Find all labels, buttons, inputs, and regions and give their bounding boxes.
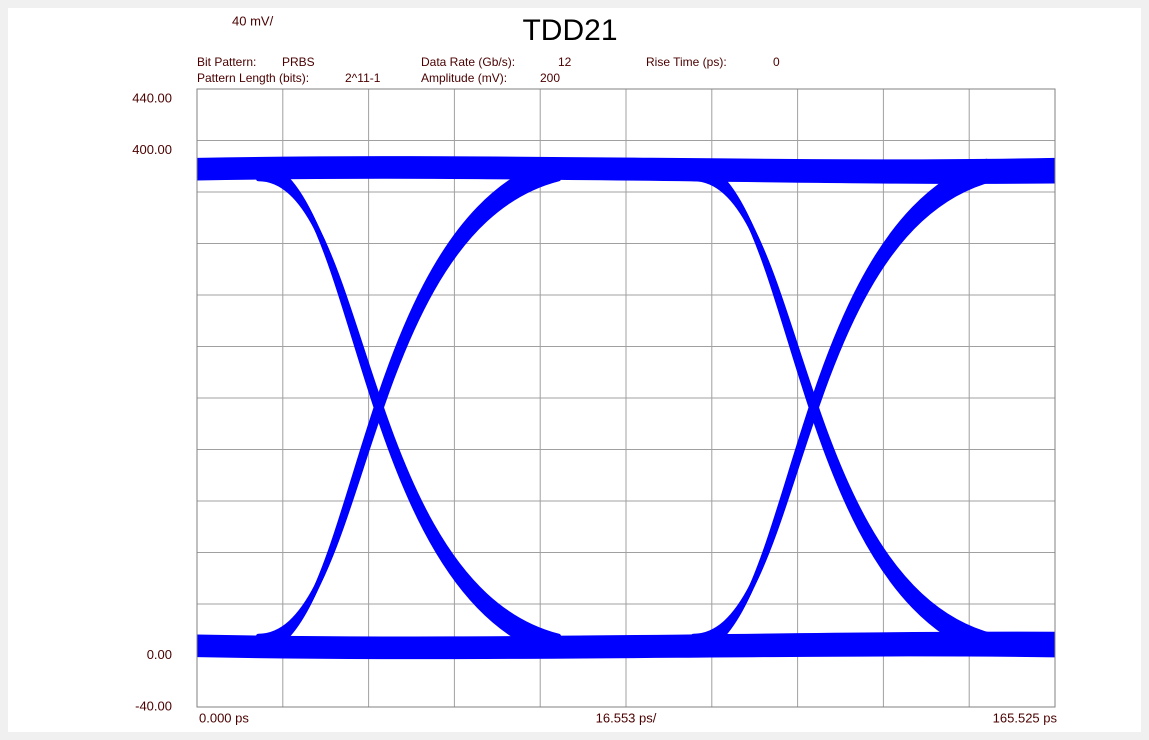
trace <box>691 176 997 639</box>
y-tick-label: 400.00 <box>132 142 172 157</box>
eye-traces <box>197 156 1055 660</box>
info-label: Data Rate (Gb/s): <box>421 55 515 69</box>
x-scale-label: 16.553 ps/ <box>596 710 657 725</box>
info-value: PRBS <box>282 55 315 69</box>
info-value: 2^11-1 <box>345 71 381 85</box>
info-value: 12 <box>558 55 572 69</box>
info-label: Rise Time (ps): <box>646 55 727 69</box>
y-tick-label: 440.00 <box>132 90 172 105</box>
info-label: Amplitude (mV): <box>421 71 507 85</box>
trace <box>197 173 1055 184</box>
plot-frame <box>196 88 1056 708</box>
y-scale-label: 40 mV/ <box>232 13 274 28</box>
trace <box>256 176 562 639</box>
x-tick-label: 165.525 ps <box>993 710 1058 725</box>
trace <box>691 176 997 639</box>
info-value: 0 <box>773 55 780 69</box>
x-tick-label: 0.000 ps <box>199 710 249 725</box>
trace <box>256 176 562 639</box>
info-label: Pattern Length (bits): <box>197 71 309 85</box>
y-tick-label: -40.00 <box>135 698 172 713</box>
info-label: Bit Pattern: <box>197 55 256 69</box>
trace <box>197 651 1055 660</box>
chart-title: TDD21 <box>522 14 617 47</box>
info-value: 200 <box>540 71 560 85</box>
y-tick-label: 0.00 <box>147 647 172 662</box>
